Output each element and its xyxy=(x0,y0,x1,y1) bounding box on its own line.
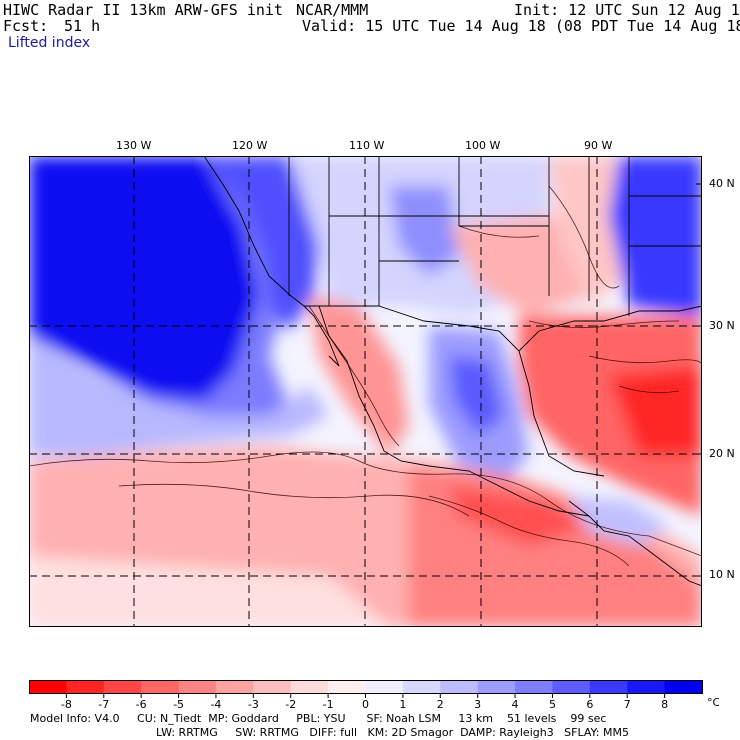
colorbar-swatch xyxy=(402,680,441,694)
colorbar-swatch xyxy=(215,680,254,694)
colorbar-swatch xyxy=(664,680,703,694)
valid-time: Valid: 15 UTC Tue 14 Aug 18 (08 PDT Tue … xyxy=(302,17,740,35)
colorbar-tick-label: -2 xyxy=(285,698,296,710)
lon-label-100w: 100 W xyxy=(465,139,501,152)
colorbar-swatch xyxy=(365,680,404,694)
colorbar-tick-label: -4 xyxy=(210,698,221,710)
colorbar-swatch xyxy=(141,680,180,694)
colorbar-tick-label: 4 xyxy=(512,698,519,710)
lon-label-120w: 120 W xyxy=(232,139,268,152)
colorbar-swatch xyxy=(477,680,516,694)
colorbar-swatch xyxy=(29,680,67,694)
lat-label-40n: 40 N xyxy=(709,177,735,190)
colorbar-tick-label: 1 xyxy=(399,698,406,710)
model-info-line1: Model Info: V4.0 CU: N_Tiedt MP: Goddard… xyxy=(30,712,607,725)
colorbar-swatch xyxy=(589,680,628,694)
lat-label-10n: 10 N xyxy=(709,568,735,581)
colorbar-tick-label: 6 xyxy=(586,698,593,710)
colorbar-tick-label: 5 xyxy=(549,698,556,710)
colorbar-swatch xyxy=(178,680,217,694)
model-title: HIWC Radar II 13km ARW-GFS init xyxy=(3,1,283,19)
colorbar-swatch xyxy=(253,680,292,694)
lon-label-110w: 110 W xyxy=(349,139,385,152)
lifted-index-map xyxy=(29,156,702,627)
colorbar-tick-label: -8 xyxy=(61,698,72,710)
lifted-index-colorbar: -8 -7 -6 -5 -4 -3 -2 -1 0 1 2 3 4 5 6 7 8 °C xyxy=(29,680,719,710)
colorbar-swatch xyxy=(440,680,479,694)
init-time: Init: 12 UTC Sun 12 Aug 18 xyxy=(514,1,740,19)
field-name: Lifted index xyxy=(8,35,91,51)
colorbar-swatch xyxy=(66,680,105,694)
colorbar-tick-label: 0 xyxy=(362,698,369,710)
forecast-hour: 51 h xyxy=(64,17,101,35)
lat-label-30n: 30 N xyxy=(709,319,735,332)
colorbar-tick-label: -7 xyxy=(98,698,109,710)
lat-label-20n: 20 N xyxy=(709,447,735,460)
colorbar-tick-label: -1 xyxy=(323,698,334,710)
model-info-line2: LW: RRTMG SW: RRTMG DIFF: full KM: 2D Sm… xyxy=(156,726,629,739)
colorbar-tick-label: -3 xyxy=(248,698,259,710)
colorbar-swatch xyxy=(328,680,366,694)
colorbar-swatch xyxy=(627,680,666,694)
colorbar-tick-label: 3 xyxy=(474,698,481,710)
colorbar-swatch xyxy=(103,680,142,694)
colorbar-swatch xyxy=(515,680,553,694)
colorbar-tick-label: 7 xyxy=(624,698,631,710)
colorbar-tick-label: -5 xyxy=(173,698,184,710)
colorbar-unit: °C xyxy=(707,696,719,709)
colorbar-swatch xyxy=(552,680,591,694)
colorbar-tick-label: -6 xyxy=(136,698,147,710)
organization-label: NCAR/MMM xyxy=(296,1,369,19)
colorbar-swatch xyxy=(290,680,329,694)
lon-label-90w: 90 W xyxy=(584,139,613,152)
forecast-label: Fcst: xyxy=(3,17,49,35)
colorbar-tick-label: 2 xyxy=(437,698,444,710)
lon-label-130w: 130 W xyxy=(116,139,152,152)
colorbar-tick-label: 8 xyxy=(661,698,668,710)
